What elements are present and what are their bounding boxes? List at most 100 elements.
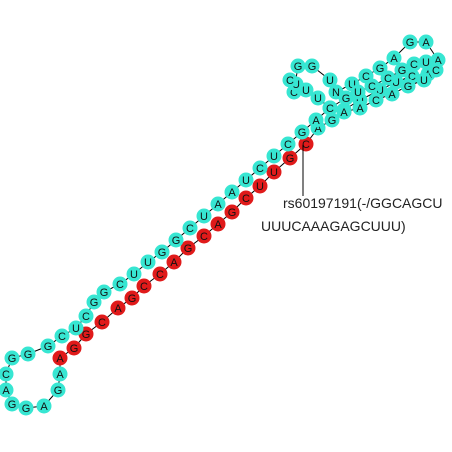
nucleotide: G (4, 350, 20, 366)
nucleotide-letter: A (170, 257, 178, 269)
nucleotide-letter: A (214, 199, 222, 211)
nucleotide-letter: G (342, 93, 351, 105)
nucleotide-letter: U (200, 211, 208, 223)
nucleotide-letter: C (286, 75, 294, 87)
nucleotide-letter: C (284, 139, 292, 151)
nucleotide-circle (384, 86, 400, 102)
nucleotide-letter: C (290, 87, 298, 99)
nucleotide-letter: G (404, 81, 413, 93)
nucleotide-letter: U (144, 257, 152, 269)
nucleotide: A (308, 112, 324, 128)
nucleotide-letter: C (368, 81, 376, 93)
nucleotide-circle (238, 172, 254, 188)
nucleotide-circle (54, 328, 70, 344)
nucleotide: C (252, 160, 268, 176)
nucleotide-circle (304, 58, 320, 74)
nucleotide-letter: A (2, 385, 10, 397)
nucleotide-letter: U (72, 323, 80, 335)
nucleotide-circle (294, 124, 310, 140)
nucleotide-circle (4, 350, 20, 366)
nucleotide-letter: G (376, 63, 385, 75)
nucleotide-circle (210, 216, 226, 232)
nucleotide: A (352, 100, 368, 116)
nucleotide-letter: G (90, 297, 99, 309)
backbone-line (5, 41, 439, 409)
nucleotide-circle (112, 276, 128, 292)
nucleotide-circle (266, 164, 282, 180)
nucleotide: G (154, 244, 170, 260)
nucleotide-letter: C (408, 71, 416, 83)
variant-nucleotide: U (266, 164, 282, 180)
variant-nucleotide: G (282, 150, 298, 166)
nucleotide-circle (168, 232, 184, 248)
nucleotide-circle (210, 196, 226, 212)
nucleotide: C (78, 308, 94, 324)
nucleotide: C (0, 366, 14, 382)
nucleotide-circle (310, 90, 326, 106)
nucleotide-circle (394, 62, 410, 78)
variant-nucleotide: A (166, 254, 182, 270)
nucleotide: A (386, 50, 402, 66)
nucleotide-letter: U (354, 87, 362, 99)
variant-nucleotide: A (210, 216, 226, 232)
nucleotide-letter: C (384, 73, 392, 85)
nucleotide-circle (352, 100, 368, 116)
variant-nucleotide: G (180, 240, 196, 256)
variant-nucleotide: A (52, 350, 68, 366)
nucleotide-letter: A (56, 353, 64, 365)
nucleotide: G (20, 346, 36, 362)
nucleotide: U (266, 148, 282, 164)
nucleotide: G (402, 34, 418, 50)
nucleotide-letter: C (326, 103, 334, 115)
nucleotide-letter: G (44, 341, 53, 353)
nucleotide-letter: G (70, 343, 79, 355)
nucleotide: U (196, 208, 212, 224)
nucleotide-circle (66, 340, 82, 356)
nucleotide: U (418, 54, 434, 70)
nucleotide-circle (94, 314, 110, 330)
variant-label-line2: UUUCAAAGAGCUUU) (261, 218, 406, 234)
nucleotide-circle (290, 58, 306, 74)
nucleotide-circle (40, 338, 56, 354)
nucleotide-letter: C (432, 65, 440, 77)
nucleotide: C (368, 92, 384, 108)
nucleotide-letter: A (228, 187, 236, 199)
variant-nucleotide: C (196, 228, 212, 244)
nucleotide-letter: A (214, 219, 222, 231)
nucleotide-letter: C (2, 369, 10, 381)
nucleotide-circle (4, 396, 20, 412)
nucleotide-letter: G (128, 293, 137, 305)
nucleotide-circle (78, 308, 94, 324)
nucleotide-letter: G (172, 235, 181, 247)
nucleotide-letter: U (292, 79, 300, 91)
nucleotide-circle (86, 294, 102, 310)
nucleotide-letter: C (98, 317, 106, 329)
nucleotide-circle (416, 72, 432, 88)
variant-nucleotide: A (110, 300, 126, 316)
nucleotide-letter: U (242, 175, 250, 187)
nucleotide: C (182, 220, 198, 236)
nucleotide-circle (52, 366, 68, 382)
variant-nucleotide: C (238, 190, 254, 206)
nucleotide-circle (126, 266, 142, 282)
nucleotide-letter: U (130, 269, 138, 281)
nucleotide: G (324, 112, 340, 128)
nucleotide-circle (252, 160, 268, 176)
nucleotide: A (52, 366, 68, 382)
nucleotide: G (4, 396, 20, 412)
nucleotide-circle (418, 54, 434, 70)
nucleotide-letter: N (332, 87, 340, 99)
nucleotide-letter: A (388, 89, 396, 101)
nucleotide-letter: G (54, 385, 63, 397)
variant-nucleotide: C (94, 314, 110, 330)
nucleotide-letter: G (328, 115, 337, 127)
nucleotide-letter: A (422, 37, 430, 49)
variant-nucleotide: C (152, 266, 168, 282)
nucleotide-circle (282, 72, 298, 88)
nucleotide: G (168, 232, 184, 248)
nucleotide-letter: G (100, 287, 109, 299)
nucleotide-circle (280, 136, 296, 152)
nucleotide-circle (110, 300, 126, 316)
nucleotide: G (338, 90, 354, 106)
nucleotide: U (126, 266, 142, 282)
